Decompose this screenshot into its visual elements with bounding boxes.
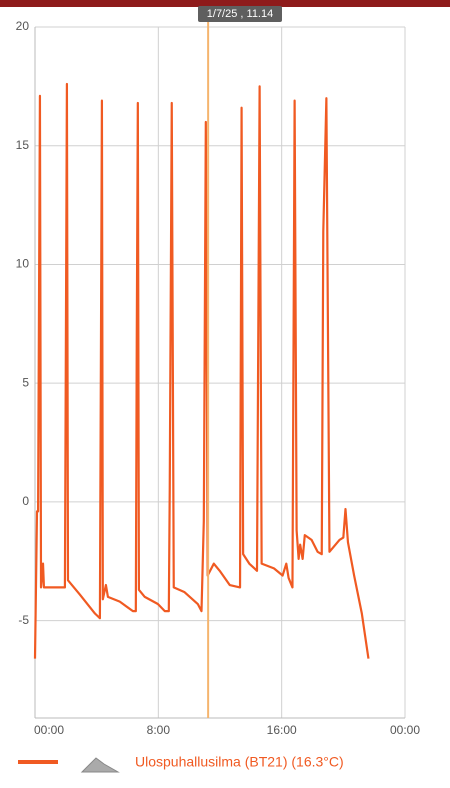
y-tick-label: 20 (16, 19, 30, 33)
tooltip-box (198, 6, 282, 22)
series-line (33, 82, 370, 659)
x-tick-label: 00:00 (390, 723, 420, 737)
tooltip-label: 1/7/25 , 11.14 (207, 8, 273, 20)
y-tick-label: -5 (18, 613, 29, 627)
x-tick-label: 16:00 (267, 723, 297, 737)
y-tick-label: 15 (16, 138, 30, 152)
legend-label[interactable]: Ulospuhallusilma (BT21) (16.3°C) (135, 754, 344, 770)
legend-area-icon[interactable] (80, 757, 120, 773)
y-tick-label: 0 (22, 494, 29, 508)
x-tick-label: 00:00 (34, 723, 64, 737)
y-tick-label: 10 (16, 257, 30, 271)
top-bar (0, 0, 450, 7)
y-tick-label: 5 (22, 375, 29, 389)
plot-area: -5 0 5 10 15 20 00:00 8:00 16:00 00:00 (16, 19, 421, 737)
x-tick-label: 8:00 (147, 723, 171, 737)
